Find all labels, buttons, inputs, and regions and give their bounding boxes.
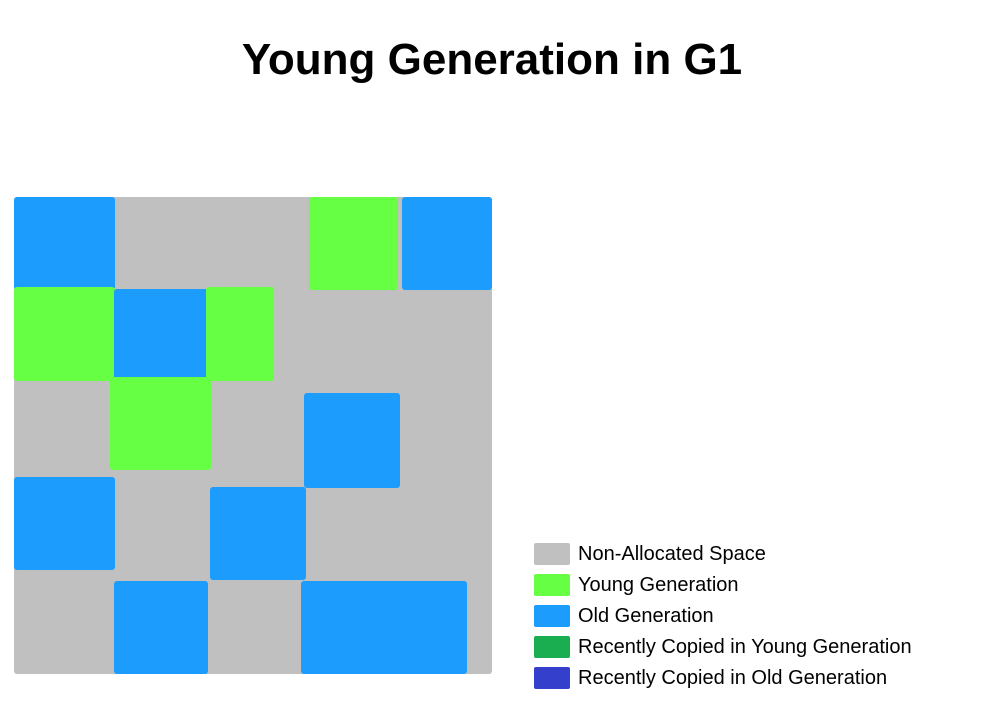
heap-area (14, 197, 492, 674)
young-region (110, 377, 211, 470)
legend-item: Young Generation (534, 572, 974, 603)
legend-label: Recently Copied in Young Generation (578, 636, 912, 658)
old-region (304, 393, 400, 488)
young-region (206, 287, 274, 381)
legend-swatch (534, 605, 570, 627)
old-region (210, 487, 306, 580)
legend-item: Old Generation (534, 603, 974, 634)
legend-swatch (534, 574, 570, 596)
old-region (301, 581, 467, 674)
legend-swatch (534, 636, 570, 658)
legend-label: Old Generation (578, 605, 714, 627)
old-region (402, 197, 492, 290)
legend-swatch (534, 667, 570, 689)
legend-label: Non-Allocated Space (578, 543, 766, 565)
old-region (114, 581, 208, 674)
old-region (14, 197, 115, 290)
young-region (14, 287, 115, 381)
diagram-title: Young Generation in G1 (241, 35, 743, 84)
young-region (309, 197, 398, 290)
legend-item: Recently Copied in Young Generation (534, 634, 974, 665)
legend: Non-Allocated Space Young Generation Old G… (534, 541, 974, 696)
legend-item: Non-Allocated Space (534, 541, 974, 572)
legend-swatch (534, 543, 570, 565)
legend-item: Recently Copied in Old Generation (534, 665, 974, 696)
legend-label: Young Generation (578, 574, 739, 596)
old-region (114, 289, 208, 380)
old-region (14, 477, 115, 570)
legend-label: Recently Copied in Old Generation (578, 667, 888, 689)
